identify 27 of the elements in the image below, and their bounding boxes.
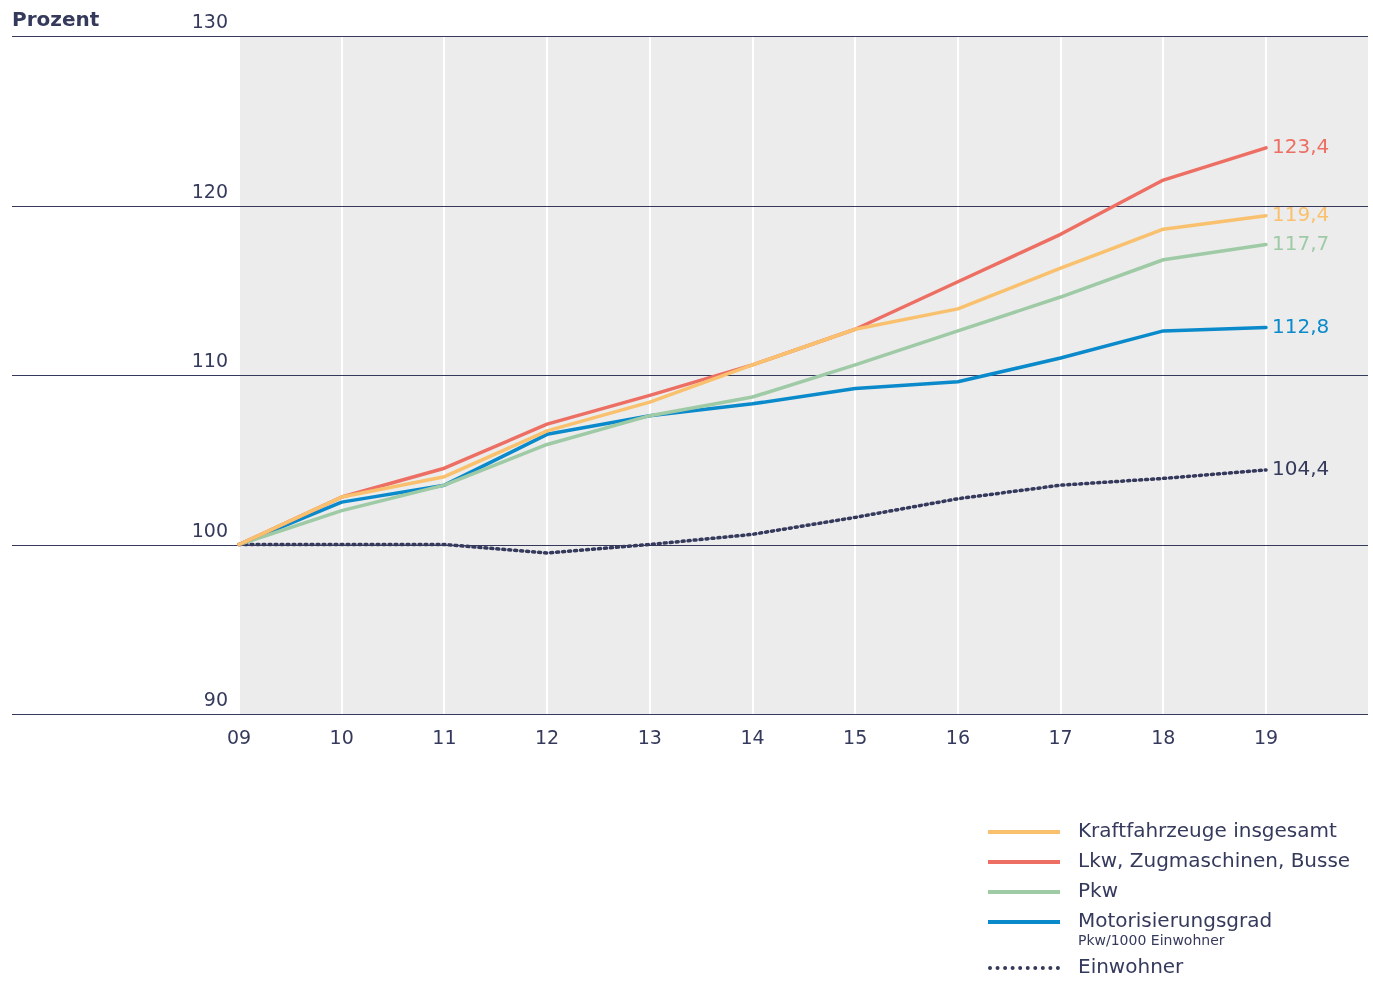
x-tick-label: 14 [740,726,765,749]
x-tick-label: 15 [843,726,868,749]
x-tick-label: 09 [226,726,252,749]
data-label: 123,4 [1272,134,1330,159]
x-tick-label: 11 [432,726,457,749]
y-axis-title: Prozent [12,7,100,32]
data-label: 117,7 [1272,230,1330,255]
legend-label: Motorisierungsgrad Pkw/1000 Einwohner [1078,908,1273,948]
x-tick-label: 10 [329,726,354,749]
y-tick-label: 130 [191,9,228,32]
y-tick-label: 100 [191,518,228,541]
x-tick-label: 16 [945,726,970,749]
x-tick-label: 19 [1253,726,1279,749]
data-label: 104,4 [1272,456,1330,481]
data-label: 119,4 [1272,201,1330,226]
x-tick-label: 18 [1151,726,1176,749]
x-tick-label: 17 [1048,726,1073,749]
y-tick-label: 110 [191,348,228,371]
x-tick-label: 13 [637,726,662,749]
legend-label: Pkw [1078,878,1118,902]
x-tick-label: 12 [535,726,560,749]
y-tick-label: 90 [203,687,228,710]
y-tick-label: 120 [191,179,228,202]
legend-label: Einwohner [1078,954,1184,978]
legend-label: Lkw, Zugmaschinen, Busse [1078,848,1351,872]
data-label: 112,8 [1272,313,1330,338]
legend-label: Kraftfahrzeuge insgesamt [1078,818,1337,842]
